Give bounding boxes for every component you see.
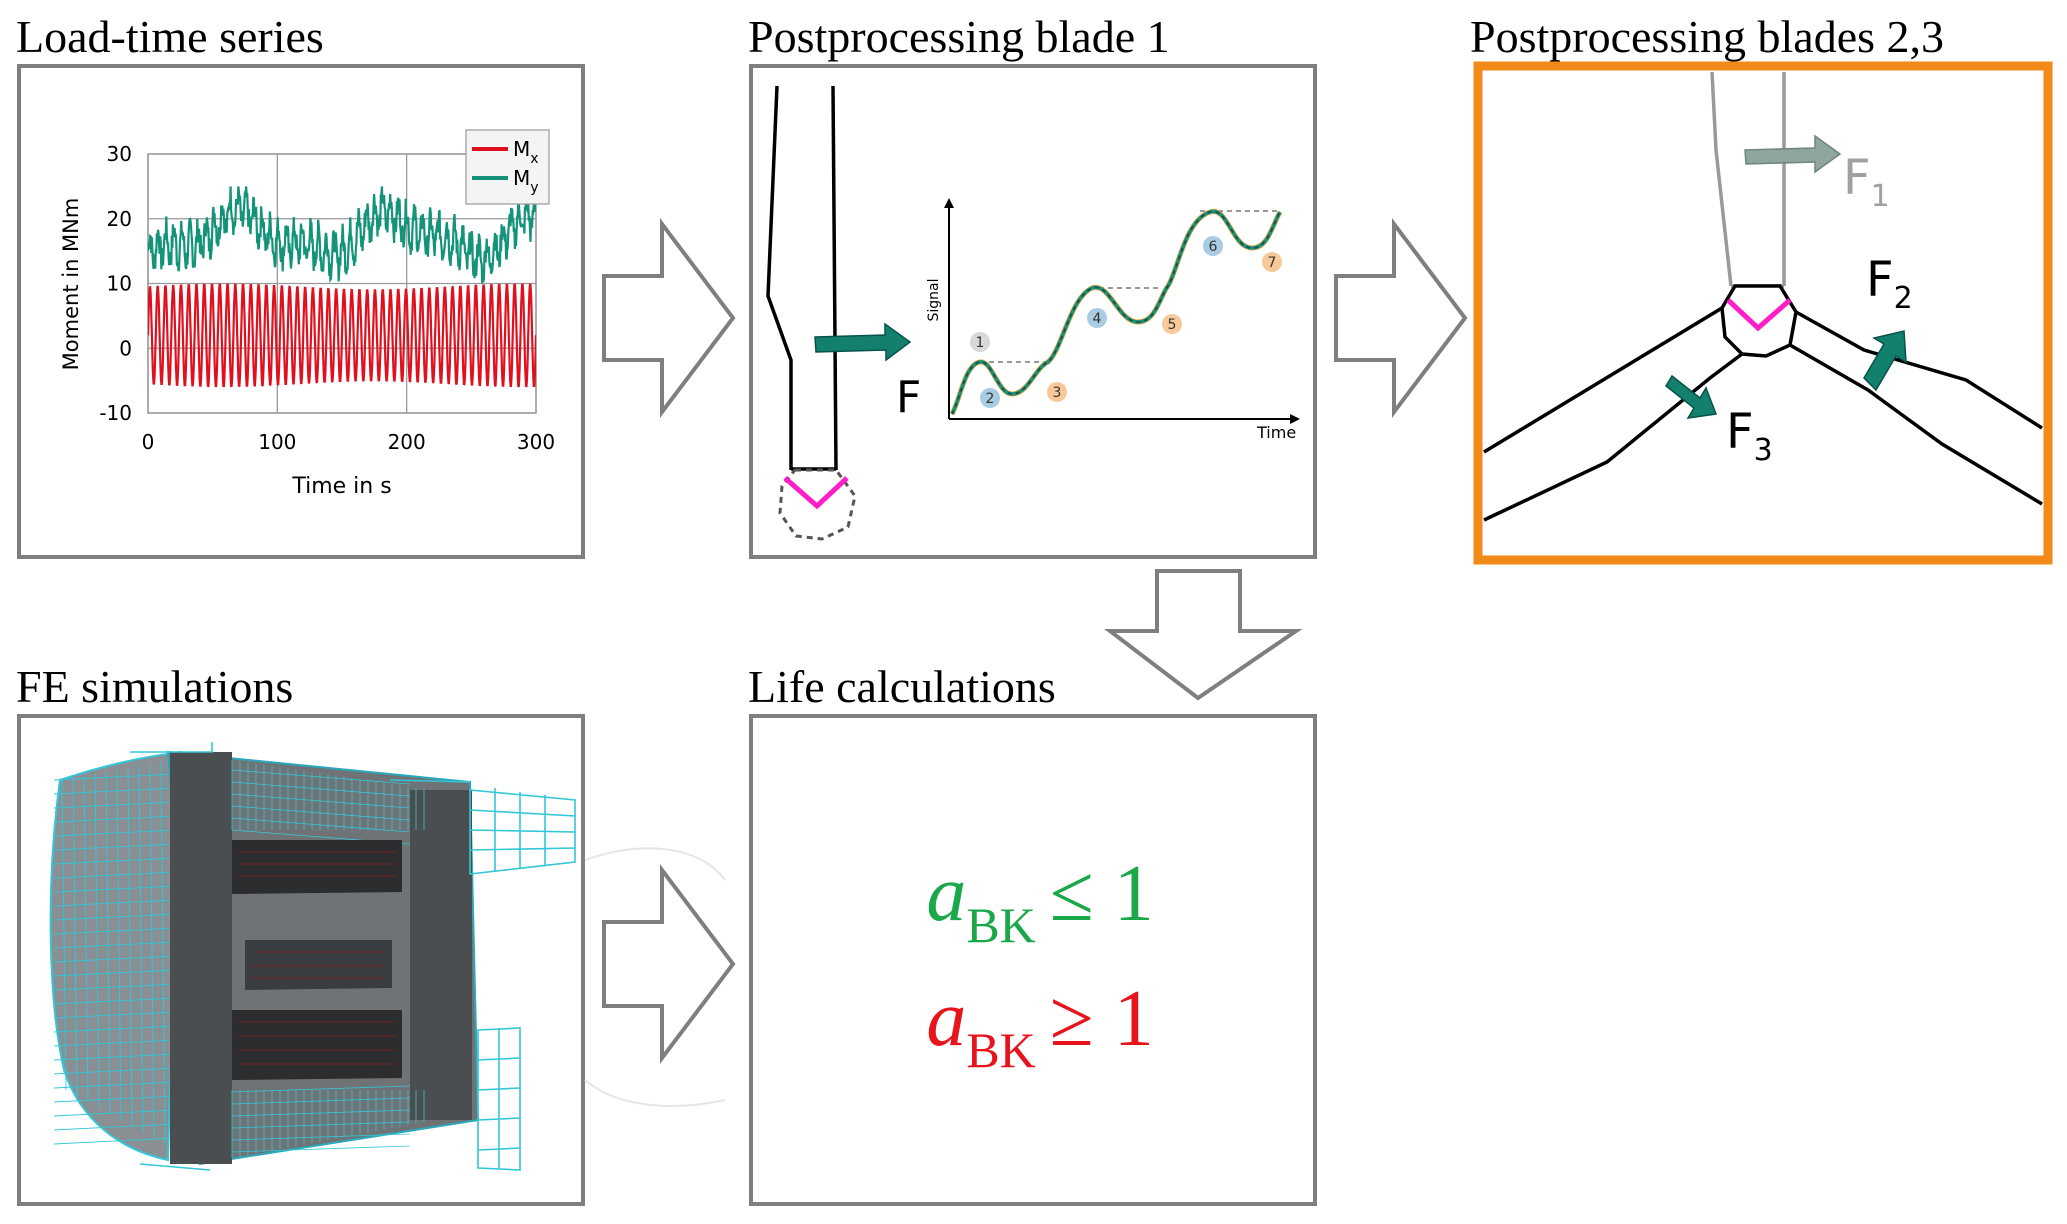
- title-postprocessing-blades-2-3: Postprocessing blades 2,3: [1470, 11, 1944, 62]
- legend-label-mx: Mx: [513, 137, 539, 167]
- fe-curved-shell: [49, 750, 182, 1162]
- hub-outline-dashed: [778, 468, 857, 541]
- force-arrow-f1: [1744, 134, 1842, 174]
- svg-text:3: 3: [1053, 385, 1062, 401]
- y-tick-label: 0: [119, 336, 132, 360]
- legend-label-my: My: [513, 166, 539, 196]
- blade2-top-edge: [1483, 306, 1723, 454]
- force-label-f2: F2: [1866, 252, 1913, 316]
- y-tick-label: 30: [107, 142, 132, 166]
- x-tick-label: 300: [517, 430, 555, 454]
- x-axis-label: Time in s: [291, 474, 391, 499]
- signal-chart: Signal Time 1 2 3 4 5 6 7: [926, 198, 1300, 442]
- blade2-bottom-edge: [1483, 352, 1744, 522]
- x-tick-label: 0: [142, 430, 155, 454]
- hub-hexagon: [1720, 284, 1798, 358]
- condition-safe: aBK ≤ 1: [926, 850, 1153, 953]
- force-arrow-blade1: [814, 322, 912, 362]
- y-tick-label: 10: [107, 272, 132, 296]
- force-label-f1: F1: [1843, 150, 1890, 214]
- condition-failure: aBK ≥ 1: [926, 975, 1153, 1078]
- x-tick-label: 200: [388, 430, 426, 454]
- arrow-right-1: [602, 218, 736, 418]
- blade1-box: [749, 64, 1317, 559]
- signal-marker-2: 2: [980, 388, 1000, 408]
- blades23-illustration: F1 F2 F3: [1483, 71, 2043, 522]
- arrow-right-2: [1334, 218, 1468, 418]
- blade3-bottom-edge: [1789, 343, 2043, 506]
- title-postprocessing-blade-1: Postprocessing blade 1: [748, 11, 1170, 62]
- signal-marker-3: 3: [1047, 382, 1067, 402]
- life-box: [749, 714, 1317, 1206]
- series-my-line: [148, 186, 536, 284]
- series-mx-line: [148, 283, 536, 388]
- arrow-down: [1104, 569, 1303, 701]
- signal-axis-label: Signal: [926, 278, 942, 321]
- y-tick-label: -10: [99, 401, 132, 425]
- svg-text:2: 2: [986, 391, 995, 407]
- svg-text:7: 7: [1268, 255, 1277, 271]
- y-axis-label: Moment in MNm: [59, 198, 83, 371]
- signal-marker-7: 7: [1262, 252, 1282, 272]
- signal-curve-overlay: [951, 210, 1281, 415]
- fe-model-render: [49, 742, 726, 1171]
- force-label-f3: F3: [1726, 404, 1773, 468]
- signal-marker-4: 4: [1087, 308, 1107, 328]
- life-conditions: aBK ≤ 1 aBK ≥ 1: [926, 850, 1153, 1078]
- blade1-illustration: F: [766, 85, 921, 541]
- force-label-f: F: [896, 372, 921, 423]
- blade-left-edge: [766, 85, 793, 470]
- blade1-left-edge: [1710, 71, 1733, 287]
- svg-text:6: 6: [1209, 239, 1218, 255]
- x-tick-label: 100: [258, 430, 296, 454]
- title-load-time-series: Load-time series: [16, 11, 324, 62]
- svg-text:5: 5: [1168, 317, 1177, 333]
- hub-accent-mark: [783, 476, 849, 510]
- svg-text:1: 1: [976, 335, 985, 351]
- y-tick-label: 20: [107, 207, 132, 231]
- blade-right-edge: [831, 85, 838, 471]
- chart-legend: Mx My: [465, 129, 550, 205]
- force-arrow-f2: [1863, 330, 1907, 392]
- title-fe-simulations: FE simulations: [16, 661, 293, 712]
- force-arrow-f3: [1665, 374, 1718, 419]
- signal-marker-6: 6: [1203, 236, 1223, 256]
- signal-marker-5: 5: [1162, 314, 1182, 334]
- signal-marker-1: 1: [970, 332, 990, 352]
- hub-accent-mark-2: [1726, 298, 1792, 332]
- title-life-calculations: Life calculations: [748, 661, 1056, 712]
- time-axis-label: Time: [1256, 423, 1296, 442]
- blade3-top-edge: [1795, 310, 2043, 430]
- arrow-right-3: [602, 864, 736, 1064]
- svg-text:4: 4: [1093, 311, 1102, 327]
